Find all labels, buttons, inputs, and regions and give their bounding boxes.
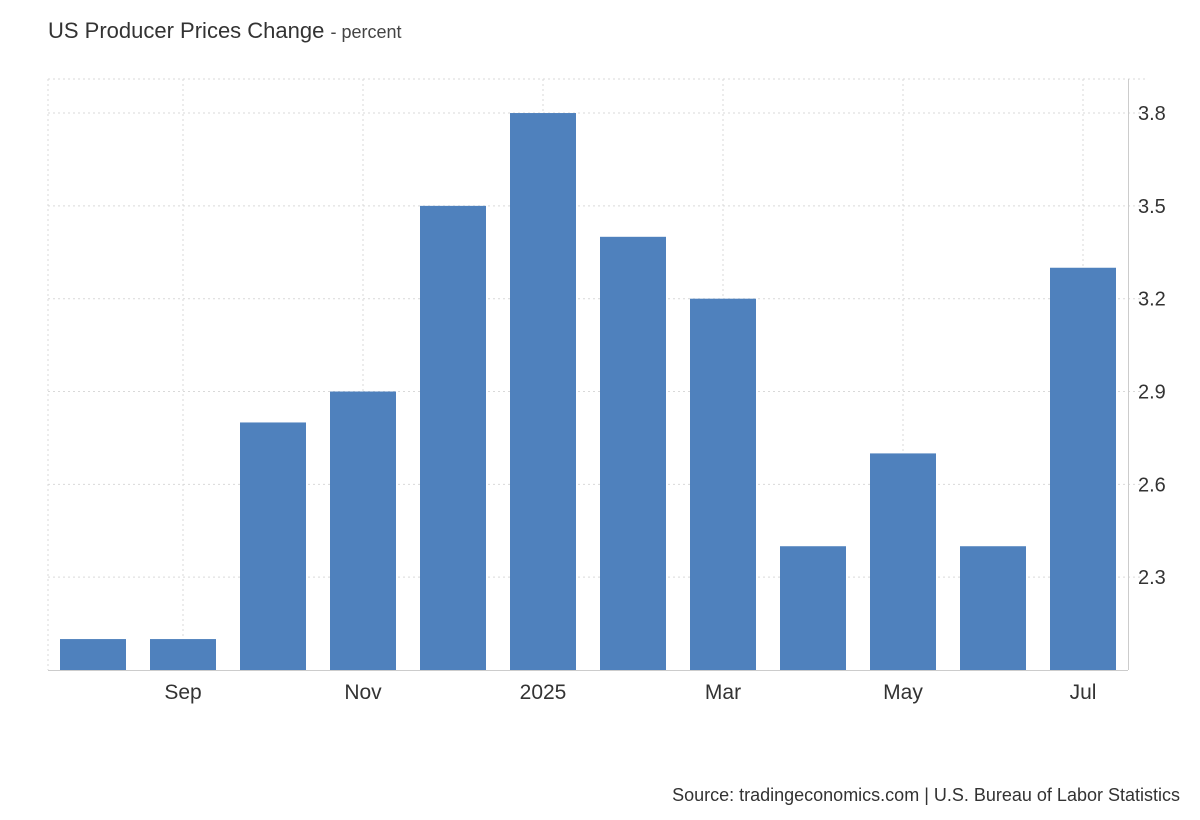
bar xyxy=(960,546,1026,670)
chart-title: US Producer Prices Change - percent xyxy=(48,18,402,44)
y-tick-label: 3.8 xyxy=(1138,103,1166,125)
x-tick-label: 2025 xyxy=(520,681,567,704)
bar xyxy=(600,236,666,671)
bar xyxy=(780,546,846,670)
x-tick-label: Sep xyxy=(164,681,201,704)
y-tick-label: 2.9 xyxy=(1138,382,1166,404)
x-tick-label: Jul xyxy=(1070,681,1097,704)
chart-title-text: US Producer Prices Change xyxy=(48,18,325,43)
bar xyxy=(150,639,216,670)
y-tick-label: 2.3 xyxy=(1138,567,1166,589)
bar-chart: 2.3 2.6 2.9 3.2 3.5 3.8 Sep Nov 2025 Mar May Jul xyxy=(47,78,1166,704)
x-tick-label: Nov xyxy=(344,681,382,704)
x-tick-label: Mar xyxy=(705,681,741,704)
y-tick-label: 2.6 xyxy=(1138,474,1166,496)
y-tick-label: 3.2 xyxy=(1138,289,1166,311)
bar xyxy=(690,298,756,670)
bar xyxy=(420,205,486,670)
bar xyxy=(240,422,306,670)
bar xyxy=(510,113,576,671)
bar xyxy=(1050,267,1116,670)
bar xyxy=(870,453,936,670)
x-tick-label: May xyxy=(883,681,923,704)
bar xyxy=(60,639,126,670)
y-tick-label: 3.5 xyxy=(1138,196,1166,218)
chart-subtitle: - percent xyxy=(330,22,402,42)
bar xyxy=(330,391,396,670)
source-note: Source: tradingeconomics.com | U.S. Bure… xyxy=(672,785,1180,805)
